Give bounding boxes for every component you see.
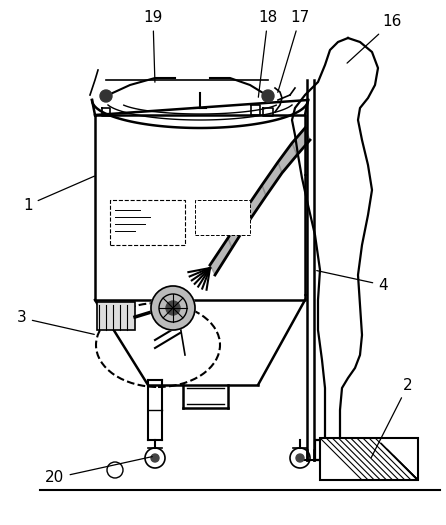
Polygon shape bbox=[210, 238, 232, 275]
Circle shape bbox=[100, 90, 112, 102]
Text: 3: 3 bbox=[17, 310, 94, 334]
Polygon shape bbox=[278, 143, 297, 173]
Bar bbox=[195, 200, 250, 235]
Text: 18: 18 bbox=[258, 10, 277, 97]
Polygon shape bbox=[245, 185, 266, 221]
Circle shape bbox=[296, 454, 304, 462]
Polygon shape bbox=[228, 210, 249, 248]
Polygon shape bbox=[292, 128, 310, 155]
Text: 16: 16 bbox=[347, 15, 402, 63]
Text: 20: 20 bbox=[45, 457, 152, 486]
Bar bbox=[110, 200, 185, 245]
Circle shape bbox=[262, 90, 274, 102]
Bar bbox=[97, 302, 135, 330]
Text: 4: 4 bbox=[317, 270, 388, 292]
Text: 19: 19 bbox=[143, 10, 163, 82]
Circle shape bbox=[151, 454, 159, 462]
Text: 2: 2 bbox=[371, 377, 413, 457]
Bar bbox=[320, 438, 418, 480]
Text: 17: 17 bbox=[278, 10, 310, 92]
Circle shape bbox=[151, 286, 195, 330]
Polygon shape bbox=[292, 38, 378, 460]
Text: 1: 1 bbox=[23, 176, 95, 213]
Circle shape bbox=[166, 301, 180, 315]
Polygon shape bbox=[262, 162, 282, 196]
